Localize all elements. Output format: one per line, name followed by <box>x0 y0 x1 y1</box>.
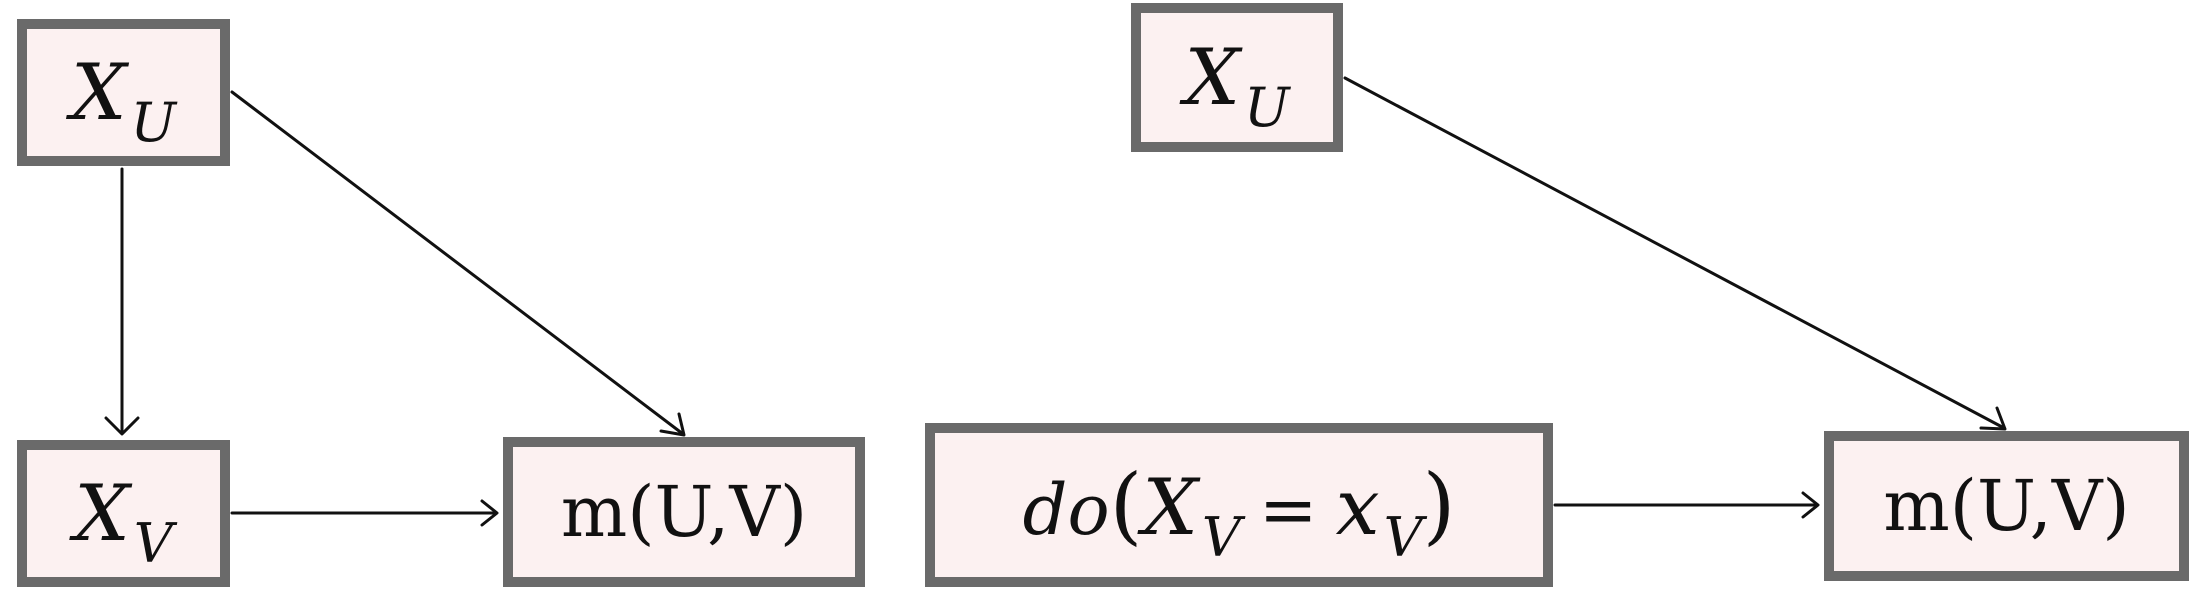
lhs-variable-subscript: V <box>1201 506 1241 569</box>
edge-left-xu-to-m <box>230 90 686 437</box>
node-right-do-label: do(XV = xV) <box>1023 463 1456 565</box>
node-right-m-u-v-label: m(U,V) <box>1883 465 2130 547</box>
node-right-m-u-v: m(U,V) <box>1824 431 2189 581</box>
variable-symbol: X <box>70 47 127 138</box>
node-left-x-u-label: XU <box>71 54 176 150</box>
equals-sign: = <box>1258 469 1318 551</box>
variable-subscript: U <box>1244 75 1290 139</box>
edge-left-xv-to-m <box>230 499 499 527</box>
open-paren: ( <box>1109 456 1143 554</box>
node-right-x-u: XU <box>1131 3 1343 152</box>
node-left-x-v-label: XV <box>74 475 173 571</box>
edge-right-xu-to-m <box>1343 76 2007 431</box>
node-left-x-v: XV <box>17 440 230 587</box>
node-left-m-u-v: m(U,V) <box>503 437 865 587</box>
node-left-x-u: XU <box>17 19 230 166</box>
variable-symbol: X <box>74 468 130 559</box>
edge-left-xu-to-xv <box>104 167 140 436</box>
node-right-x-u-label: XU <box>1184 39 1289 135</box>
variable-subscript: V <box>133 511 173 575</box>
variable-symbol: X <box>1184 32 1240 123</box>
edge-right-do-to-m <box>1553 491 1820 519</box>
rhs-value-subscript: V <box>1383 506 1423 569</box>
rhs-value-symbol: x <box>1335 463 1380 553</box>
variable-subscript: U <box>130 90 177 154</box>
do-operator: do <box>1022 469 1110 551</box>
close-paren: ) <box>1422 456 1456 554</box>
node-left-m-u-v-label: m(U,V) <box>560 471 808 553</box>
lhs-variable-symbol: X <box>1142 463 1198 553</box>
node-right-do-intervention: do(XV = xV) <box>925 423 1553 587</box>
